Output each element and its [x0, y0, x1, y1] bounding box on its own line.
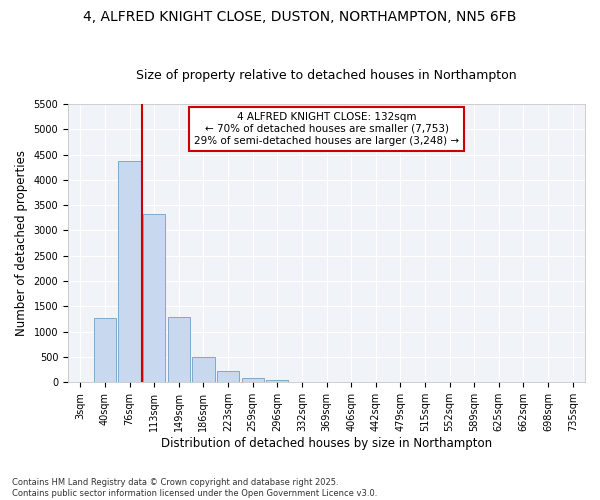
Text: 4 ALFRED KNIGHT CLOSE: 132sqm
← 70% of detached houses are smaller (7,753)
29% o: 4 ALFRED KNIGHT CLOSE: 132sqm ← 70% of d…	[194, 112, 459, 146]
Bar	[118, 160, 140, 382]
X-axis label: Distribution of detached houses by size in Northampton: Distribution of detached houses by size …	[161, 437, 492, 450]
Bar	[143, 214, 165, 382]
Bar	[217, 371, 239, 382]
Y-axis label: Number of detached properties: Number of detached properties	[15, 150, 28, 336]
Bar	[242, 378, 264, 382]
Bar	[193, 357, 215, 382]
Text: 4, ALFRED KNIGHT CLOSE, DUSTON, NORTHAMPTON, NN5 6FB: 4, ALFRED KNIGHT CLOSE, DUSTON, NORTHAMP…	[83, 10, 517, 24]
Bar	[94, 318, 116, 382]
Title: Size of property relative to detached houses in Northampton: Size of property relative to detached ho…	[136, 69, 517, 82]
Bar	[168, 318, 190, 382]
Bar	[266, 380, 289, 382]
Text: Contains HM Land Registry data © Crown copyright and database right 2025.
Contai: Contains HM Land Registry data © Crown c…	[12, 478, 377, 498]
